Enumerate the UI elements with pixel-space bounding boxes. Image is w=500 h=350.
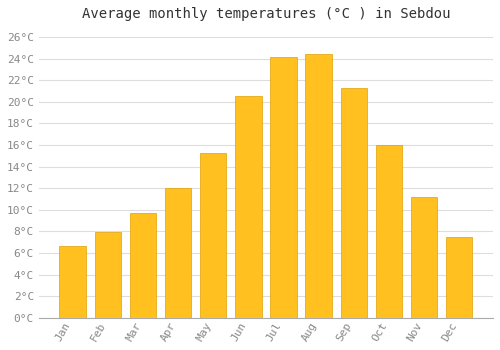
Bar [130, 213, 156, 318]
Bar [376, 145, 402, 318]
Bar [60, 246, 86, 318]
Bar [446, 237, 472, 318]
Bar [165, 188, 191, 318]
Bar [306, 54, 332, 318]
Title: Average monthly temperatures (°C ) in Sebdou: Average monthly temperatures (°C ) in Se… [82, 7, 450, 21]
Bar [94, 232, 121, 318]
Bar [270, 56, 296, 318]
Bar [411, 197, 438, 318]
Bar [200, 153, 226, 318]
Bar [235, 97, 262, 318]
Bar [340, 88, 367, 318]
